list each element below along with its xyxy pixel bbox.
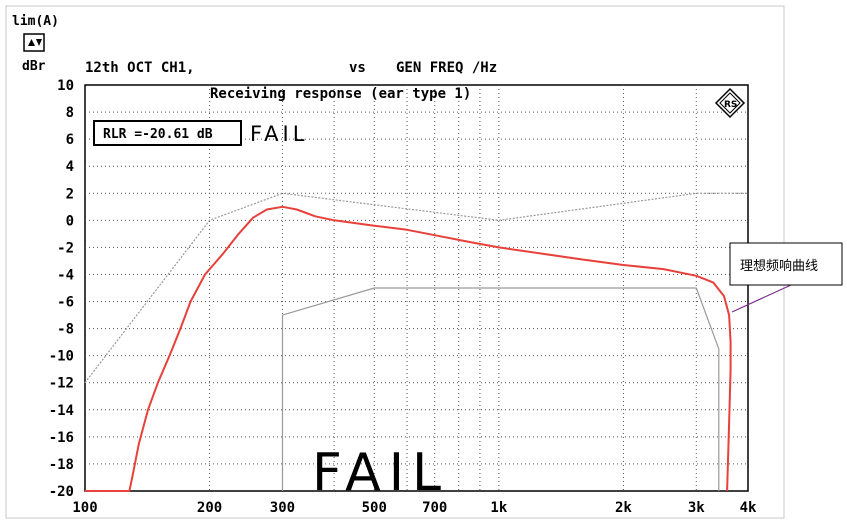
up-down-toggle-button[interactable] bbox=[23, 33, 45, 52]
unit-label: dBr bbox=[22, 59, 46, 74]
rlr-box: RLR =-20.61 dB bbox=[93, 120, 242, 146]
x-tick-label: 3k bbox=[688, 500, 705, 516]
y-tick-labels: 10 8 6 4 2 0 -2 -4 -6 -8 -10 -12 -14 -16 -18 -20 bbox=[49, 78, 74, 500]
rlr-text: RLR =-20.61 dB bbox=[103, 127, 213, 142]
x-tick-label: 700 bbox=[422, 500, 447, 516]
y-tick-label: -12 bbox=[49, 376, 74, 392]
chart-title: Receiving response (ear type 1) bbox=[210, 86, 471, 102]
y-tick-label: 8 bbox=[66, 105, 74, 121]
x-tick-label: 2k bbox=[615, 500, 632, 516]
y-tick-label: -6 bbox=[57, 295, 74, 311]
svg-text:RS: RS bbox=[724, 100, 737, 110]
x-tick-label: 1k bbox=[490, 500, 507, 516]
y-tick-label: 0 bbox=[66, 213, 74, 229]
up-down-arrows-icon bbox=[28, 39, 42, 46]
series-lines bbox=[84, 192, 748, 492]
y-tick-label: 6 bbox=[66, 132, 74, 148]
trace-label: 12th OCT CH1, bbox=[85, 60, 195, 76]
grid-lines bbox=[85, 85, 748, 491]
y-tick-label: -16 bbox=[49, 430, 74, 446]
callout-text: 理想频响曲线 bbox=[740, 258, 818, 274]
x-tick-label: 4k bbox=[740, 500, 757, 516]
y-tick-label: 10 bbox=[57, 78, 74, 94]
rohde-schwarz-logo-icon: RS bbox=[714, 87, 746, 119]
vs-label: vs bbox=[349, 60, 366, 76]
fail-big: FAIL bbox=[312, 443, 449, 503]
y-tick-label: -2 bbox=[57, 240, 74, 256]
x-tick-label: 200 bbox=[197, 500, 222, 516]
y-tick-label: -14 bbox=[49, 403, 74, 419]
y-tick-label: -8 bbox=[57, 322, 74, 338]
fail-small: FAIL bbox=[250, 122, 308, 146]
ideal-curve-callout: 理想频响曲线 bbox=[729, 242, 843, 313]
y-tick-label: -20 bbox=[49, 484, 74, 500]
series-measured bbox=[85, 205, 732, 492]
series-lower-limit bbox=[281, 287, 720, 491]
lim-label: lim(A) bbox=[12, 14, 59, 29]
x-tick-label: 100 bbox=[72, 500, 97, 516]
x-tick-label: 300 bbox=[270, 500, 295, 516]
xaxis-label: GEN FREQ /Hz bbox=[396, 60, 497, 76]
x-tick-label: 500 bbox=[362, 500, 387, 516]
y-tick-label: 4 bbox=[66, 159, 74, 175]
series-upper-limit bbox=[84, 192, 748, 384]
y-tick-label: -10 bbox=[49, 349, 74, 365]
y-tick-label: 2 bbox=[66, 186, 74, 202]
y-tick-label: -4 bbox=[57, 267, 74, 283]
y-tick-label: -18 bbox=[49, 457, 74, 473]
x-tick-labels: 100 200 300 500 700 1k 2k 3k 4k bbox=[72, 500, 757, 516]
